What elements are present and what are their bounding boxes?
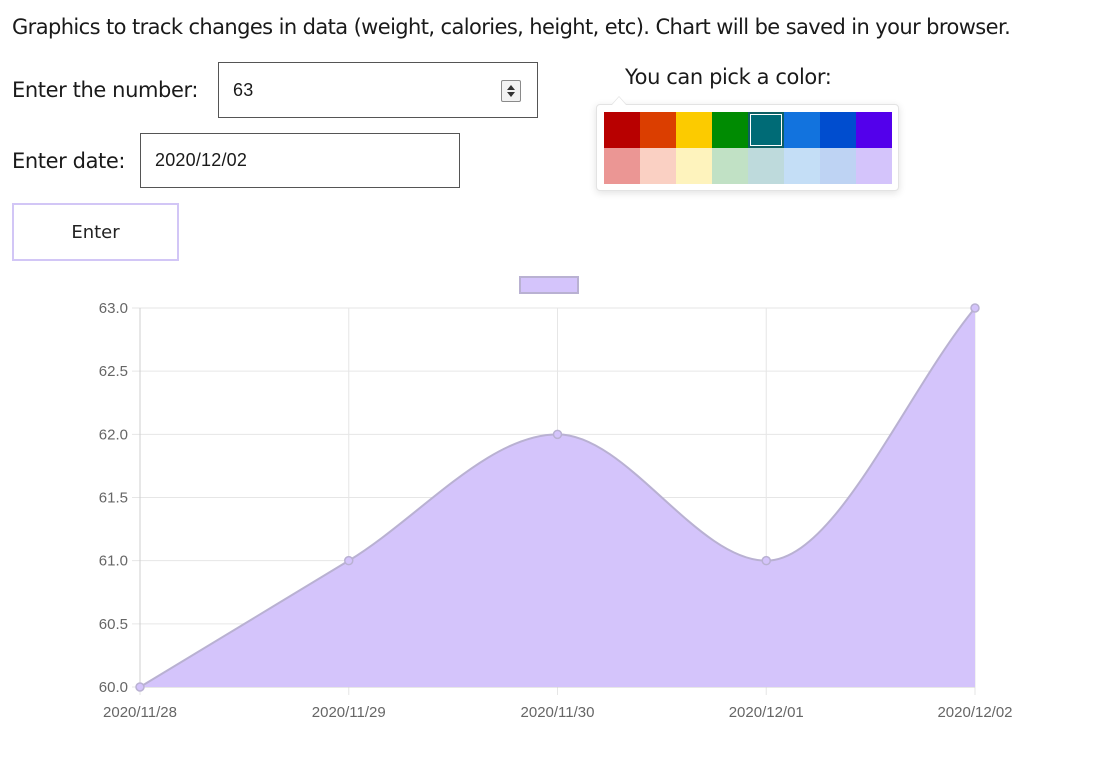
series-line xyxy=(139,307,976,688)
spin-up-icon[interactable] xyxy=(507,85,515,90)
color-swatch[interactable] xyxy=(640,148,676,184)
swatch-grid xyxy=(604,112,892,184)
number-value: 63 xyxy=(233,79,254,100)
color-swatch[interactable] xyxy=(748,112,784,148)
color-swatch[interactable] xyxy=(820,148,856,184)
enter-button[interactable]: Enter xyxy=(12,203,179,261)
legend-swatch xyxy=(519,276,579,294)
color-swatch[interactable] xyxy=(784,148,820,184)
color-swatch[interactable] xyxy=(856,112,892,148)
intro-text: Graphics to track changes in data (weigh… xyxy=(12,15,1011,39)
data-point xyxy=(552,429,563,440)
number-label: Enter the number: xyxy=(12,78,199,102)
y-tick-label: 61.0 xyxy=(99,553,128,570)
color-swatch[interactable] xyxy=(784,112,820,148)
x-tick-label: 2020/11/28 xyxy=(103,704,177,721)
y-tick-label: 60.5 xyxy=(99,616,128,633)
palette-arrow xyxy=(611,96,627,105)
data-point xyxy=(970,303,980,313)
color-swatch[interactable] xyxy=(676,148,712,184)
color-swatch[interactable] xyxy=(676,112,712,148)
date-value: 2020/12/02 xyxy=(155,150,248,170)
color-swatch[interactable] xyxy=(640,112,676,148)
date-input[interactable]: 2020/12/02 xyxy=(140,133,460,188)
color-swatch[interactable] xyxy=(712,112,748,148)
spin-down-icon[interactable] xyxy=(507,92,515,97)
color-swatch[interactable] xyxy=(748,148,784,184)
color-picker-label: You can pick a color: xyxy=(625,65,832,89)
y-tick-label: 63.0 xyxy=(99,300,128,317)
data-point xyxy=(761,555,771,566)
color-swatch[interactable] xyxy=(604,148,640,184)
y-tick-label: 60.0 xyxy=(99,679,128,696)
color-swatch[interactable] xyxy=(856,148,892,184)
date-label: Enter date: xyxy=(12,149,126,173)
y-tick-label: 62.0 xyxy=(99,426,128,443)
area-fill xyxy=(140,308,975,687)
number-input[interactable]: 63 xyxy=(218,62,538,118)
color-swatch[interactable] xyxy=(820,112,856,148)
y-tick-label: 61.5 xyxy=(99,490,128,507)
data-point xyxy=(344,555,354,566)
color-swatch[interactable] xyxy=(712,148,748,184)
x-tick-label: 2020/11/30 xyxy=(521,704,595,721)
color-swatch[interactable] xyxy=(604,112,640,148)
x-tick-label: 2020/12/01 xyxy=(729,704,804,721)
x-tick-label: 2020/11/29 xyxy=(312,704,386,721)
number-spinner[interactable] xyxy=(501,80,521,102)
color-palette xyxy=(596,96,899,191)
data-point xyxy=(135,682,145,692)
y-tick-label: 62.5 xyxy=(99,363,128,380)
x-tick-label: 2020/12/02 xyxy=(937,704,1012,721)
